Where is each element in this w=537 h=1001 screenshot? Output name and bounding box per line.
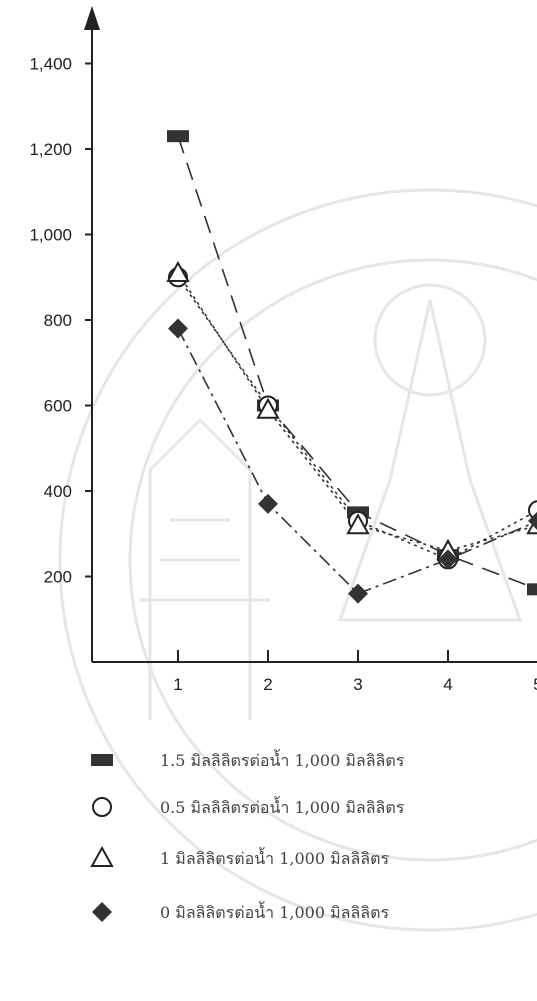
y-tick-label: 400 — [44, 482, 72, 501]
legend-marker-4 — [92, 902, 112, 922]
x-tick-label: 2 — [263, 675, 272, 694]
data-point-series-1 — [167, 130, 189, 143]
x-tick-label: 1 — [173, 675, 182, 694]
y-axis-arrow — [84, 6, 100, 30]
legend-label-1: 1.5 มิลลิลิตรต่อน้ำ 1,000 มิลลิลิตร — [160, 749, 405, 770]
y-tick-label: 1,000 — [29, 226, 72, 245]
legend-label-3: 1 มิลลิลิตรต่อน้ำ 1,000 มิลลิลิตร — [160, 847, 389, 868]
x-tick-label: 5 — [533, 675, 537, 694]
x-tick-label: 3 — [353, 675, 362, 694]
series-markers — [166, 130, 537, 604]
data-point-series-1 — [527, 583, 537, 596]
data-point-series-4 — [168, 318, 188, 339]
x-tick-label: 4 — [443, 675, 452, 694]
data-point-series-3 — [166, 260, 190, 282]
y-tick-label: 200 — [44, 568, 72, 587]
x-ticks: 1 2 3 4 5 — [173, 650, 537, 694]
legend: 1.5 มิลลิลิตรต่อน้ำ 1,000 มิลลิลิตร 0.5 ม… — [90, 749, 405, 922]
data-point-series-3 — [346, 513, 370, 535]
y-tick-label: 600 — [44, 397, 72, 416]
y-ticks: 200 400 600 800 1,000 1,200 1,400 — [29, 55, 92, 587]
legend-marker-2 — [92, 797, 112, 817]
data-point-series-4 — [348, 583, 368, 604]
legend-marker-1 — [91, 754, 113, 766]
data-point-series-4 — [528, 511, 537, 530]
data-point-series-4 — [438, 549, 458, 570]
y-tick-label: 1,400 — [29, 55, 72, 74]
series-line-4 — [177, 328, 537, 595]
axes — [91, 20, 537, 663]
data-point-series-3 — [256, 397, 280, 419]
data-point-series-4 — [258, 493, 278, 514]
legend-label-2: 0.5 มิลลิลิตรต่อน้ำ 1,000 มิลลิลิตร — [160, 796, 405, 817]
legend-label-4: 0 มิลลิลิตรต่อน้ำ 1,000 มิลลิลิตร — [160, 901, 389, 922]
y-tick-label: 800 — [44, 311, 72, 330]
legend-marker-3 — [90, 845, 114, 867]
watermark-seal — [58, 188, 537, 932]
y-tick-label: 1,200 — [29, 140, 72, 159]
